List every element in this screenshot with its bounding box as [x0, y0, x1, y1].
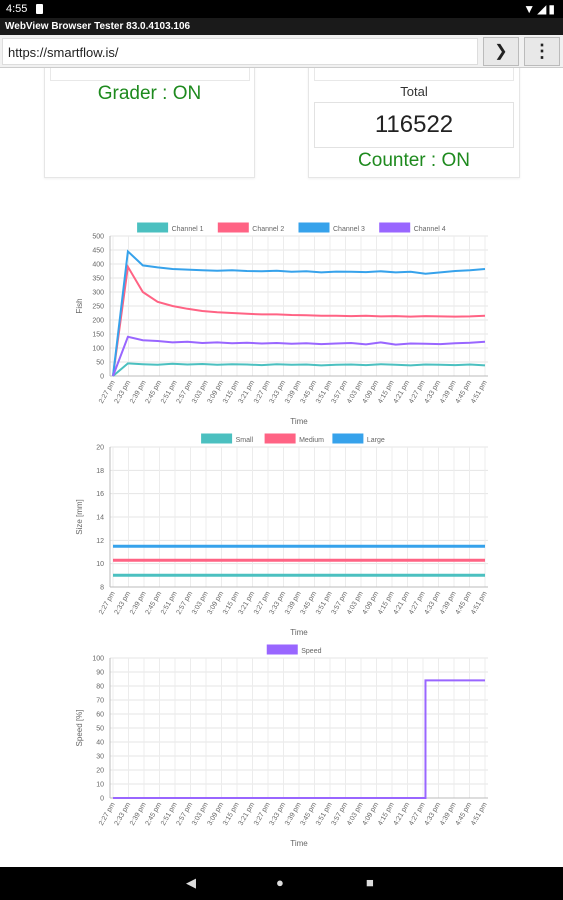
- legend-swatch: [201, 433, 233, 444]
- y-tick-label: 200: [92, 318, 104, 325]
- x-axis-title: Time: [290, 417, 308, 426]
- legend-label: Large: [367, 437, 385, 444]
- y-tick-label: 80: [96, 684, 104, 691]
- clock: 4:55: [6, 3, 28, 15]
- y-tick-label: 50: [96, 726, 104, 733]
- legend-swatch: [298, 222, 330, 233]
- y-tick-label: 10: [96, 782, 104, 789]
- legend-item-2-0[interactable]: Small: [201, 433, 254, 444]
- y-tick-label: 60: [96, 712, 104, 719]
- y-tick-label: 14: [96, 515, 104, 522]
- y-tick-label: 400: [92, 262, 104, 269]
- y-tick-label: 40: [96, 740, 104, 747]
- legend-label: Small: [236, 437, 254, 444]
- signal-battery-icons: ▼◢▮: [523, 2, 557, 16]
- legend-item-1-1[interactable]: Channel 2: [217, 222, 284, 233]
- url-input[interactable]: https://smartflow.is/: [2, 38, 478, 65]
- grader-status: Grader : ON: [97, 83, 202, 104]
- fish-chart: Channel 1 Channel 2 Channel 3 Channel 4 0 50 1…: [75, 222, 489, 426]
- y-tick-label: 70: [96, 698, 104, 705]
- legend-swatch: [264, 433, 296, 444]
- y-tick-label: 8: [100, 585, 104, 592]
- series-line-2: [112, 249, 486, 377]
- x-axis-title: Time: [290, 628, 308, 637]
- y-tick-label: 20: [96, 445, 104, 452]
- system-status-bar: 4:55 ▼◢▮: [0, 0, 563, 18]
- counter-top-box: [314, 68, 514, 81]
- grader-value-box: [50, 68, 250, 81]
- recents-icon[interactable]: ■: [366, 875, 374, 890]
- y-tick-label: 450: [92, 248, 104, 255]
- y-tick-label: 300: [92, 290, 104, 297]
- legend-item-2-1[interactable]: Medium: [264, 433, 324, 444]
- legend-swatch: [332, 433, 364, 444]
- legend-label: Channel 2: [252, 226, 284, 233]
- go-button[interactable]: ❯: [483, 37, 519, 66]
- y-tick-label: 12: [96, 538, 104, 545]
- y-tick-label: 90: [96, 670, 104, 677]
- y-tick-label: 10: [96, 561, 104, 568]
- y-tick-label: 100: [92, 656, 104, 663]
- counter-card: Total 116522 Counter : ON: [308, 68, 520, 178]
- web-content: Grader : ON Total 116522 Counter : ON Ch…: [0, 68, 563, 867]
- sim-card-icon: [36, 4, 43, 14]
- legend-swatch: [137, 222, 169, 233]
- y-tick-label: 150: [92, 332, 104, 339]
- android-nav-bar: ◀ ● ■: [0, 867, 563, 900]
- legend-label: Channel 1: [172, 226, 204, 233]
- series-line-0: [113, 679, 485, 799]
- series-line-1: [112, 263, 486, 377]
- legend-item-1-3[interactable]: Channel 4: [379, 222, 446, 233]
- back-icon[interactable]: ◀: [186, 875, 196, 890]
- app-title-bar: WebView Browser Tester 83.0.4103.106: [0, 18, 563, 35]
- y-tick-label: 0: [100, 374, 104, 381]
- legend-item-3-0[interactable]: Speed: [266, 644, 322, 655]
- legend-label: Channel 4: [414, 226, 446, 233]
- app-title: WebView Browser Tester 83.0.4103.106: [5, 21, 191, 32]
- legend-swatch: [379, 222, 411, 233]
- chevron-right-icon: ❯: [494, 43, 508, 60]
- legend-label: Speed: [301, 648, 321, 655]
- legend-item-2-2[interactable]: Large: [332, 433, 385, 444]
- legend-label: Medium: [299, 437, 324, 444]
- y-tick-label: 100: [92, 346, 104, 353]
- overflow-menu-button[interactable]: ⋮: [524, 37, 560, 66]
- y-tick-label: 20: [96, 768, 104, 775]
- y-axis-title: Speed [%]: [75, 710, 84, 747]
- x-axis-title: Time: [290, 839, 308, 848]
- legend-swatch: [266, 644, 298, 655]
- url-bar: https://smartflow.is/ ❯ ⋮: [0, 35, 563, 68]
- legend-item-1-2[interactable]: Channel 3: [298, 222, 365, 233]
- y-tick-label: 18: [96, 468, 104, 475]
- y-axis-title: Fish: [75, 298, 84, 313]
- y-tick-label: 16: [96, 491, 104, 498]
- y-tick-label: 30: [96, 754, 104, 761]
- legend-item-1-0[interactable]: Channel 1: [137, 222, 204, 233]
- y-axis-title: Size [mm]: [75, 499, 84, 535]
- grader-card: Grader : ON: [44, 68, 255, 178]
- y-tick-label: 0: [100, 796, 104, 803]
- total-value: 116522: [314, 102, 514, 148]
- legend-label: Channel 3: [333, 226, 365, 233]
- y-tick-label: 500: [92, 234, 104, 241]
- series-line-3: [112, 335, 486, 377]
- series-line-0: [112, 362, 486, 377]
- legend-swatch: [217, 222, 249, 233]
- counter-status: Counter : ON: [358, 150, 470, 171]
- y-tick-label: 350: [92, 276, 104, 283]
- home-icon[interactable]: ●: [276, 875, 284, 890]
- y-tick-label: 250: [92, 304, 104, 311]
- more-vert-icon: ⋮: [533, 41, 551, 61]
- y-tick-label: 50: [96, 360, 104, 367]
- total-label: Total: [400, 84, 428, 99]
